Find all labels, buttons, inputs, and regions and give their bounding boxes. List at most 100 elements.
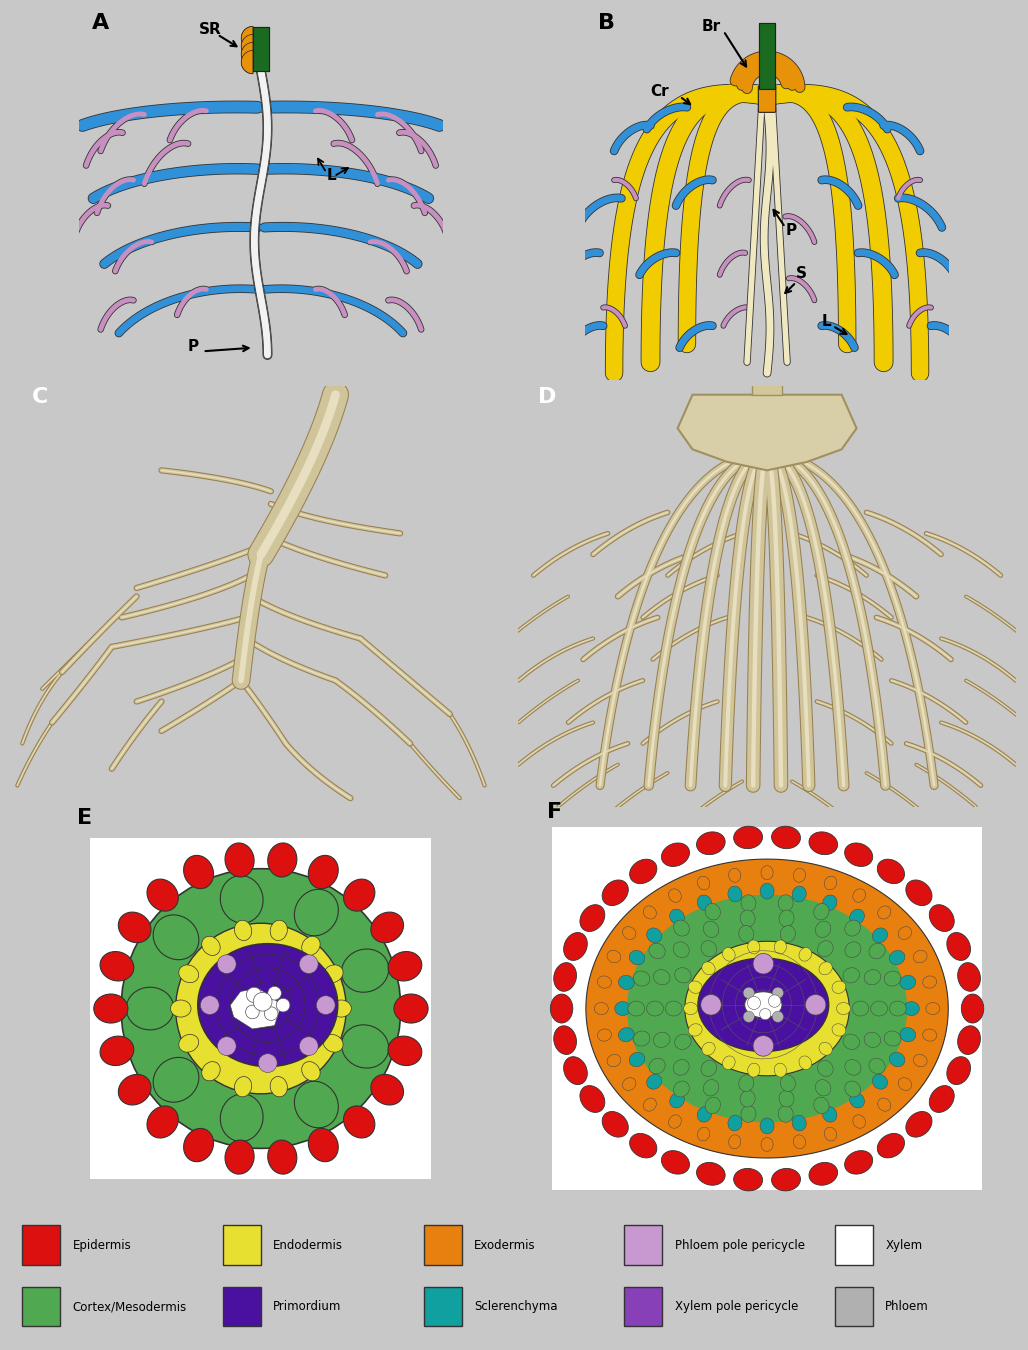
Ellipse shape [343,879,375,911]
Circle shape [217,1037,236,1056]
Bar [424,1226,462,1265]
Ellipse shape [760,883,774,899]
Ellipse shape [554,963,577,991]
Ellipse shape [794,868,806,883]
Bar [253,27,269,70]
Ellipse shape [904,1002,919,1015]
Ellipse shape [225,1141,254,1174]
Ellipse shape [267,1141,297,1174]
Ellipse shape [629,859,657,884]
Ellipse shape [819,961,833,975]
Ellipse shape [689,981,702,994]
Ellipse shape [814,1098,829,1114]
Ellipse shape [947,933,970,960]
Ellipse shape [550,994,573,1023]
Ellipse shape [740,1091,756,1107]
Ellipse shape [702,961,715,975]
Ellipse shape [554,1026,577,1054]
Ellipse shape [697,876,710,890]
Ellipse shape [607,950,621,963]
Ellipse shape [900,975,916,990]
Ellipse shape [815,1080,831,1096]
Polygon shape [677,394,856,470]
Ellipse shape [597,1029,612,1041]
Ellipse shape [301,937,320,956]
Circle shape [743,1011,755,1022]
Ellipse shape [633,971,650,986]
Polygon shape [586,859,948,1158]
Circle shape [121,868,401,1149]
Ellipse shape [778,1106,794,1122]
Ellipse shape [845,1150,873,1174]
Circle shape [217,954,236,973]
Ellipse shape [850,909,865,925]
Ellipse shape [865,969,881,984]
Ellipse shape [947,1057,970,1084]
Text: Xylem: Xylem [885,1238,922,1251]
Ellipse shape [923,1029,937,1041]
Ellipse shape [884,971,901,986]
Ellipse shape [644,1098,657,1111]
Ellipse shape [594,1003,609,1015]
Circle shape [772,1011,783,1022]
Ellipse shape [294,890,338,936]
Ellipse shape [853,1115,866,1129]
Text: Phloem: Phloem [885,1300,929,1314]
Bar [23,1226,61,1265]
Ellipse shape [153,915,198,960]
Ellipse shape [341,1025,389,1068]
Ellipse shape [824,876,837,890]
Ellipse shape [697,1107,711,1122]
Bar [253,27,269,70]
Ellipse shape [343,1106,375,1138]
Ellipse shape [649,944,665,958]
Text: Sclerenchyma: Sclerenchyma [474,1300,557,1314]
Text: D: D [539,387,557,408]
Text: A: A [91,14,109,32]
Wedge shape [242,34,253,58]
Ellipse shape [929,1085,954,1112]
Ellipse shape [744,992,782,1018]
Ellipse shape [793,886,806,902]
Ellipse shape [739,926,754,942]
Ellipse shape [923,976,937,988]
Ellipse shape [913,950,927,963]
Ellipse shape [94,994,127,1023]
Ellipse shape [602,880,628,906]
Ellipse shape [926,1003,940,1015]
Ellipse shape [958,963,981,991]
Ellipse shape [580,1085,604,1112]
Ellipse shape [832,1023,846,1035]
Ellipse shape [647,927,662,942]
Ellipse shape [741,895,756,911]
Ellipse shape [270,1076,288,1096]
Ellipse shape [668,1115,682,1129]
Ellipse shape [673,1060,689,1075]
Circle shape [277,998,290,1012]
Ellipse shape [824,1127,837,1141]
Ellipse shape [597,976,612,988]
Ellipse shape [843,1034,859,1049]
Ellipse shape [779,1091,794,1107]
Text: Exodermis: Exodermis [474,1238,536,1251]
Circle shape [253,992,272,1011]
Ellipse shape [877,859,905,884]
Ellipse shape [843,968,859,983]
Wedge shape [242,50,253,74]
Ellipse shape [747,940,760,954]
Ellipse shape [201,937,220,956]
Ellipse shape [341,949,389,992]
Ellipse shape [669,909,685,925]
Ellipse shape [780,926,796,942]
Ellipse shape [845,921,860,936]
Ellipse shape [703,921,719,937]
Text: SR: SR [199,23,222,38]
Ellipse shape [906,880,932,906]
Ellipse shape [668,888,682,902]
Ellipse shape [673,921,690,936]
Ellipse shape [799,948,811,961]
Ellipse shape [100,1035,134,1065]
Ellipse shape [723,1056,735,1069]
Ellipse shape [201,1061,220,1081]
Circle shape [176,923,346,1094]
